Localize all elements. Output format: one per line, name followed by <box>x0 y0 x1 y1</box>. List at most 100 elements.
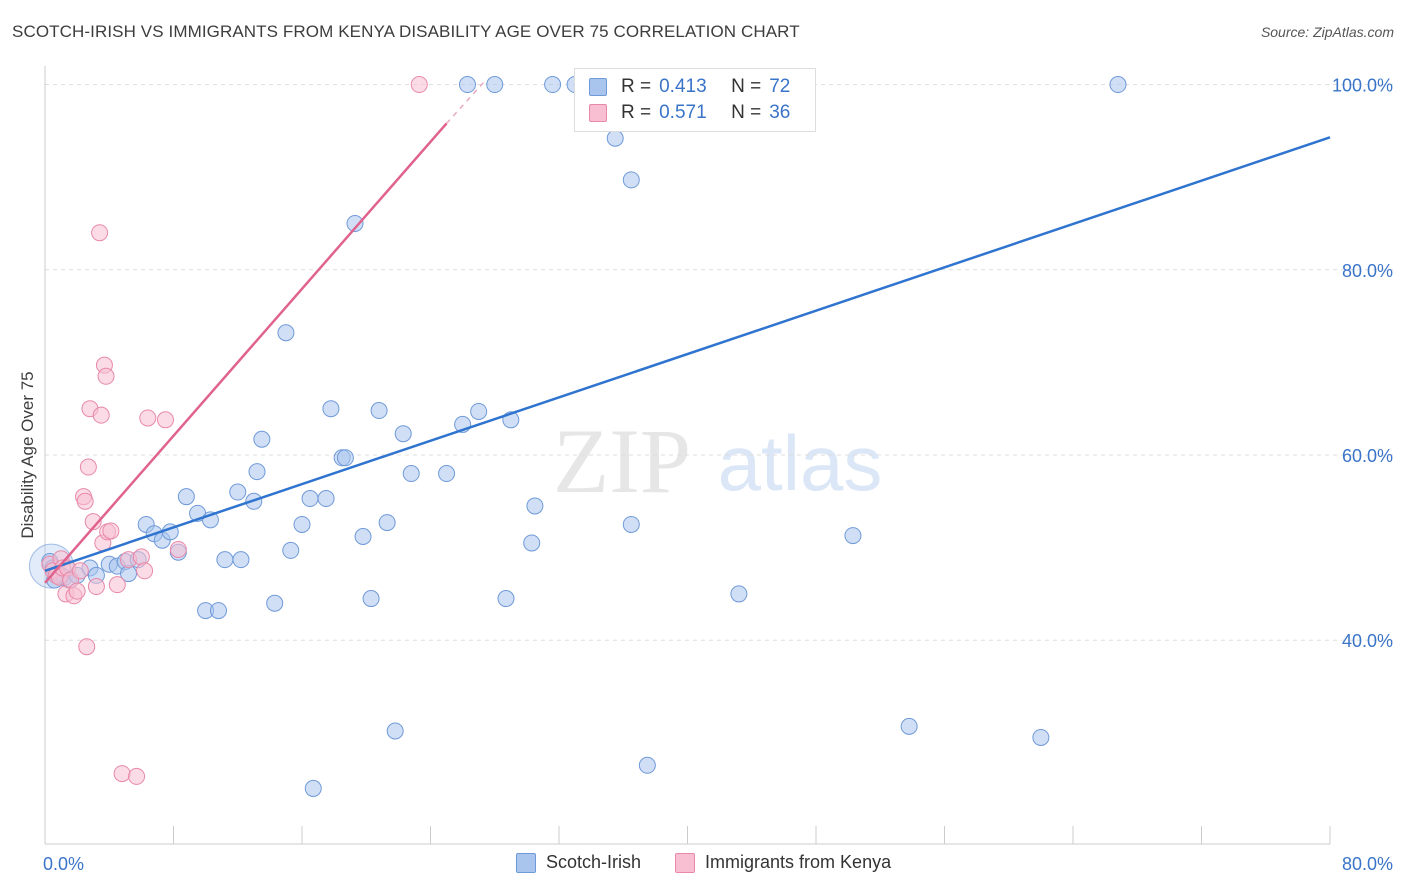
series-legend-label: Immigrants from Kenya <box>705 852 892 872</box>
legend-r-label: R = <box>621 102 652 123</box>
kenya-trend-line <box>44 122 448 584</box>
scotch-irish-point <box>177 488 195 506</box>
watermark-zip: ZIP <box>553 410 691 512</box>
scotch-irish-point <box>544 76 562 94</box>
legend-swatch-blue <box>589 78 607 96</box>
legend-swatch-blue <box>516 852 536 873</box>
scotch-irish-point <box>1109 76 1127 94</box>
x-tick-label: 0.0% <box>43 854 84 874</box>
kenya-point <box>156 411 174 429</box>
scotch-irish-point <box>438 465 456 483</box>
scotch-irish-point <box>526 497 544 515</box>
scotch-irish-point <box>458 76 476 94</box>
kenya-point <box>91 224 109 242</box>
kenya-point <box>76 492 94 510</box>
legend-n-label: N = <box>731 102 762 123</box>
watermark-atlas: atlas <box>718 419 883 507</box>
scotch-irish-point <box>282 541 300 559</box>
scotch-irish-point <box>229 483 247 501</box>
kenya-point <box>87 578 105 596</box>
scotch-irish-point <box>266 594 284 612</box>
scotch-irish-point <box>346 214 364 232</box>
x-tick-label: 80.0% <box>1342 854 1393 874</box>
legend-r-label: R = <box>621 76 652 97</box>
series-legend-kenya[interactable]: Immigrants from Kenya <box>675 852 891 873</box>
kenya-point <box>79 458 97 476</box>
y-tick-label: 40.0% <box>1342 631 1393 651</box>
series-kenya-points <box>41 76 428 785</box>
correlation-legend: R = 0.413 N = 72 R = 0.571 N = 36 <box>574 68 816 132</box>
axes <box>44 66 1331 845</box>
scotch-irish-point <box>638 756 656 774</box>
kenya-point <box>71 562 89 580</box>
scotch-irish-point <box>470 402 488 420</box>
scotch-irish-point <box>606 129 624 147</box>
legend-n-value: 72 <box>769 76 791 97</box>
kenya-point <box>410 76 428 94</box>
kenya-point <box>78 638 96 656</box>
scotch-irish-point <box>394 425 412 443</box>
kenya-point <box>128 767 146 785</box>
kenya-point <box>169 540 187 558</box>
kenya-point <box>102 522 120 540</box>
scotch-irish-point <box>293 515 311 533</box>
y-tick-label: 100.0% <box>1332 76 1393 96</box>
scotch-irish-point <box>277 324 295 342</box>
scotch-irish-point <box>523 534 541 552</box>
kenya-point <box>84 513 102 531</box>
legend-r-value: 0.413 <box>659 76 707 97</box>
legend-swatch-pink <box>675 852 696 873</box>
legend-n-value: 36 <box>769 102 791 123</box>
scotch-irish-point <box>354 528 372 546</box>
scotch-irish-point <box>253 430 271 448</box>
kenya-point <box>92 406 110 424</box>
kenya-point <box>113 765 131 783</box>
kenya-point <box>68 582 86 600</box>
kenya-point <box>139 409 157 427</box>
legend-row-scotch-irish: R = 0.413 N = 72 <box>589 75 790 99</box>
scotch-irish-point <box>209 602 227 620</box>
scotch-irish-point <box>486 76 504 94</box>
scotch-irish-point <box>730 585 748 603</box>
scotch-irish-trend-line <box>44 136 1331 572</box>
scotch-irish-point <box>1032 728 1050 746</box>
kenya-point <box>108 576 126 594</box>
scotch-irish-point <box>370 402 388 420</box>
kenya-point <box>132 548 150 566</box>
scotch-irish-point <box>402 465 420 483</box>
scotch-irish-point <box>497 590 515 608</box>
series-legend: Scotch-Irish Immigrants from Kenya <box>516 852 925 873</box>
scotch-irish-point <box>232 551 250 569</box>
y-tick-label: 80.0% <box>1342 261 1393 281</box>
scotch-irish-point <box>386 722 404 740</box>
series-legend-label: Scotch-Irish <box>546 852 642 872</box>
trend-lines <box>44 78 1331 584</box>
scotch-irish-point <box>322 400 340 418</box>
legend-row-kenya: R = 0.571 N = 36 <box>589 101 790 125</box>
chart-title: SCOTCH-IRISH VS IMMIGRANTS FROM KENYA DI… <box>12 22 800 41</box>
scotch-irish-point <box>900 717 918 735</box>
legend-swatch-pink <box>589 104 607 122</box>
scotch-irish-point <box>301 490 319 508</box>
scotch-irish-point <box>216 551 234 569</box>
scotch-irish-point <box>248 463 266 481</box>
scotch-irish-point <box>362 590 380 608</box>
chart-source: Source: ZipAtlas.com <box>1260 24 1394 40</box>
scotch-irish-point <box>317 490 335 508</box>
y-tick-label: 60.0% <box>1342 446 1393 466</box>
series-legend-scotch-irish[interactable]: Scotch-Irish <box>516 852 641 873</box>
scotch-irish-point <box>844 527 862 545</box>
watermark: ZIP atlas <box>553 410 882 512</box>
scotch-irish-point <box>336 449 354 467</box>
scotch-irish-point <box>622 515 640 533</box>
scotch-irish-point <box>304 779 322 797</box>
scotch-irish-point <box>622 171 640 189</box>
legend-r-value: 0.571 <box>659 102 707 123</box>
kenya-point <box>97 367 115 385</box>
legend-n-label: N = <box>731 76 762 97</box>
kenya-point <box>136 562 154 580</box>
tick-labels: 40.0% 60.0% 80.0% 100.0% 0.0% 80.0% <box>43 76 1393 874</box>
scotch-irish-point <box>378 514 396 532</box>
